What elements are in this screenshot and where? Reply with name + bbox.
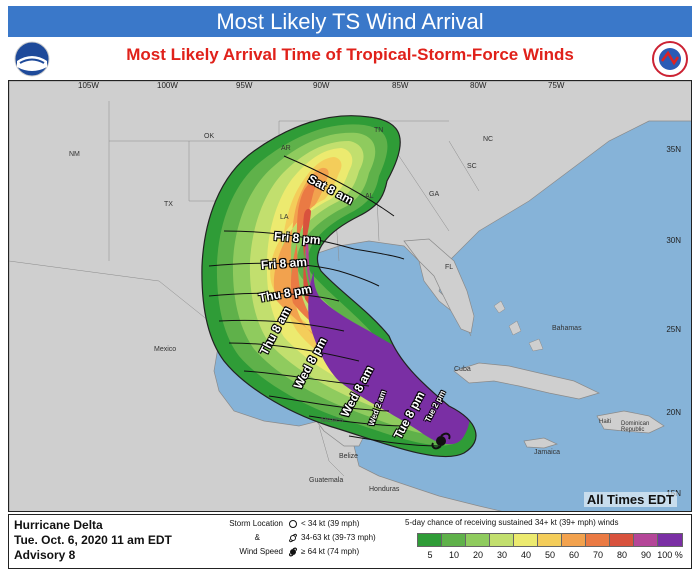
- place-label: TX: [164, 201, 173, 208]
- place-label: AL: [365, 193, 374, 200]
- page-title: Most Likely TS Wind Arrival: [216, 9, 484, 34]
- place-label: Mexico: [154, 346, 177, 353]
- lon-label: 100W: [157, 81, 178, 90]
- storm-info: Hurricane Delta Tue. Oct. 6, 2020 11 am …: [14, 518, 172, 563]
- hurricane-icon: [289, 547, 297, 557]
- wind-legend-label: Storm Location: [229, 519, 283, 528]
- place-label: NM: [69, 151, 80, 158]
- place-label: Dominican Republic: [621, 421, 650, 433]
- lat-label: 30N: [666, 236, 681, 245]
- lon-label: 80W: [470, 81, 487, 90]
- probability-scale: 5 10 20 30 40 50 60 70 80 90 100 %: [417, 533, 687, 563]
- place-label: FL: [445, 264, 454, 271]
- place-label: AR: [281, 145, 291, 152]
- header: Most Likely Arrival Time of Tropical-Sto…: [8, 37, 692, 77]
- map-frame: 35N 30N 25N 20N 15N NM OK TX AR TN NC SC…: [8, 80, 692, 512]
- lon-label: 105W: [78, 81, 99, 90]
- tropical-depression-icon: [289, 520, 297, 528]
- legend-panel: Hurricane Delta Tue. Oct. 6, 2020 11 am …: [8, 514, 692, 569]
- scale-swatch: [609, 533, 635, 547]
- longitude-labels: 105W 100W 95W 90W 85W 80W 75W: [8, 79, 692, 93]
- place-label: Bahamas: [552, 325, 582, 332]
- place-label: GA: [429, 191, 440, 198]
- land-jamaica: [523, 437, 558, 449]
- scale-label: 80: [616, 550, 627, 560]
- scale-label: 90: [640, 550, 651, 560]
- scale-swatch: [441, 533, 467, 547]
- scale-swatch: [657, 533, 683, 547]
- wind-legend-item: < 34 kt (39 mph): [301, 519, 360, 528]
- place-label: SC: [467, 163, 477, 170]
- lat-label: 35N: [666, 145, 681, 154]
- place-label: Guatemala: [309, 477, 344, 484]
- wind-legend-item: ≥ 64 kt (74 mph): [301, 547, 360, 556]
- scale-label: 5: [427, 550, 433, 560]
- scale-label: 10: [448, 550, 459, 560]
- place-label: Mexico: [321, 417, 344, 424]
- lon-label: 95W: [236, 81, 253, 90]
- title-bar: Most Likely TS Wind Arrival: [8, 6, 692, 37]
- all-times-note: All Times EDT: [583, 492, 677, 507]
- scale-swatch: [537, 533, 563, 547]
- scale-label: 100 %: [657, 550, 683, 560]
- scale-label: 70: [592, 550, 603, 560]
- scale-label: 30: [496, 550, 507, 560]
- lon-label: 75W: [548, 81, 565, 90]
- scale-swatch: [513, 533, 539, 547]
- place-label: Belize: [339, 453, 359, 460]
- scale-label: 40: [520, 550, 531, 560]
- isochrone-lines: [208, 155, 440, 447]
- wind-legend-label: &: [254, 533, 260, 542]
- noaa-logo: [14, 41, 50, 77]
- place-label: Honduras: [369, 486, 400, 493]
- map-subtitle: Most Likely Arrival Time of Tropical-Sto…: [126, 45, 574, 64]
- lat-label: 25N: [666, 325, 681, 334]
- scale-label: 60: [568, 550, 579, 560]
- wind-legend-item: 34-63 kt (39-73 mph): [301, 533, 376, 542]
- lon-label: 90W: [313, 81, 330, 90]
- scale-label: 50: [544, 550, 555, 560]
- probability-title: 5-day chance of receiving sustained 34+ …: [405, 518, 619, 527]
- lon-label: 85W: [392, 81, 409, 90]
- land-cuba: [453, 362, 600, 400]
- place-label: TN: [374, 127, 384, 134]
- place-label: OK: [204, 133, 215, 140]
- scale-swatch: [585, 533, 611, 547]
- place-label: Haiti: [599, 419, 612, 425]
- scale-label: 20: [472, 550, 483, 560]
- storm-symbol: [431, 432, 451, 450]
- place-label: LA: [280, 214, 289, 221]
- lat-label: 20N: [666, 408, 681, 417]
- place-label: Jamaica: [534, 449, 561, 456]
- land-hispaniola: [596, 410, 665, 434]
- place-label: NC: [483, 136, 494, 143]
- scale-swatch: [561, 533, 587, 547]
- scale-swatch: [465, 533, 491, 547]
- place-label: Cuba: [454, 366, 471, 373]
- storm-name: Hurricane Delta: [14, 518, 103, 532]
- land-florida: [403, 238, 475, 334]
- wind-legend-label: Wind Speed: [239, 547, 283, 556]
- nws-logo: [652, 41, 688, 77]
- scale-swatch: [489, 533, 515, 547]
- scale-swatch: [633, 533, 659, 547]
- map-canvas: [9, 81, 691, 511]
- storm-advisory: Advisory 8: [14, 548, 76, 562]
- scale-swatch: [417, 533, 443, 547]
- storm-date: Tue. Oct. 6, 2020 11 am EDT: [14, 533, 172, 547]
- land-bahamas: [493, 300, 544, 352]
- tropical-storm-icon: [289, 533, 297, 543]
